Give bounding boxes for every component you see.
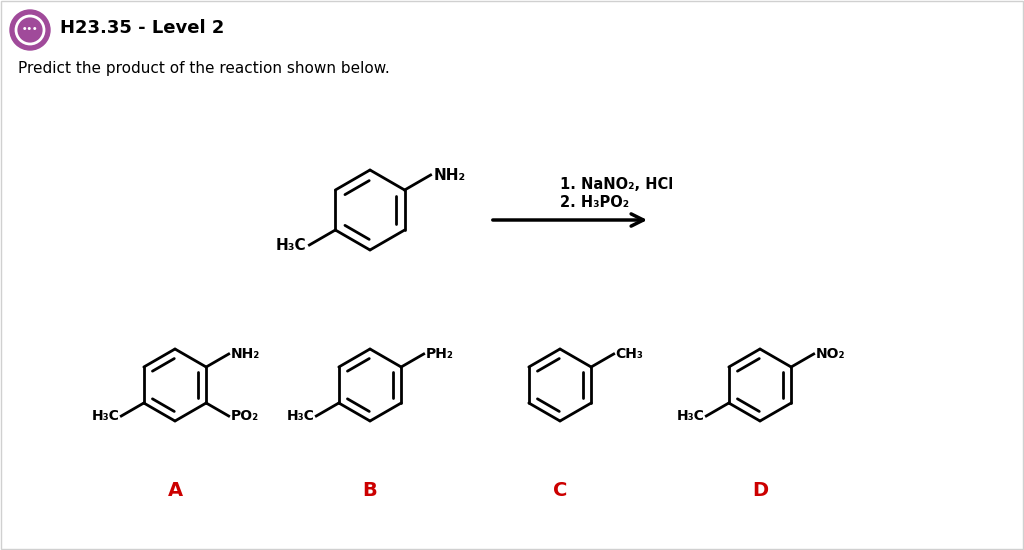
Text: H₃C: H₃C — [275, 238, 306, 252]
Text: H23.35 - Level 2: H23.35 - Level 2 — [60, 19, 224, 37]
Text: 2. H₃PO₂: 2. H₃PO₂ — [560, 195, 629, 210]
Text: C: C — [553, 481, 567, 499]
Text: H₃C: H₃C — [287, 409, 314, 423]
Text: NH₂: NH₂ — [433, 168, 466, 183]
Text: •••: ••• — [22, 25, 38, 34]
Circle shape — [10, 10, 50, 50]
Text: B: B — [362, 481, 378, 499]
Text: D: D — [752, 481, 768, 499]
Text: H₃C: H₃C — [91, 409, 120, 423]
Text: 1. NaNO₂, HCl: 1. NaNO₂, HCl — [560, 177, 673, 192]
Text: PO₂: PO₂ — [230, 409, 259, 423]
Text: PH₂: PH₂ — [426, 347, 454, 361]
Text: H₃C: H₃C — [677, 409, 705, 423]
Text: A: A — [168, 481, 182, 499]
Text: CH₃: CH₃ — [615, 347, 643, 361]
Text: NH₂: NH₂ — [230, 347, 260, 361]
Text: NO₂: NO₂ — [816, 347, 845, 361]
Text: Predict the product of the reaction shown below.: Predict the product of the reaction show… — [18, 60, 390, 75]
